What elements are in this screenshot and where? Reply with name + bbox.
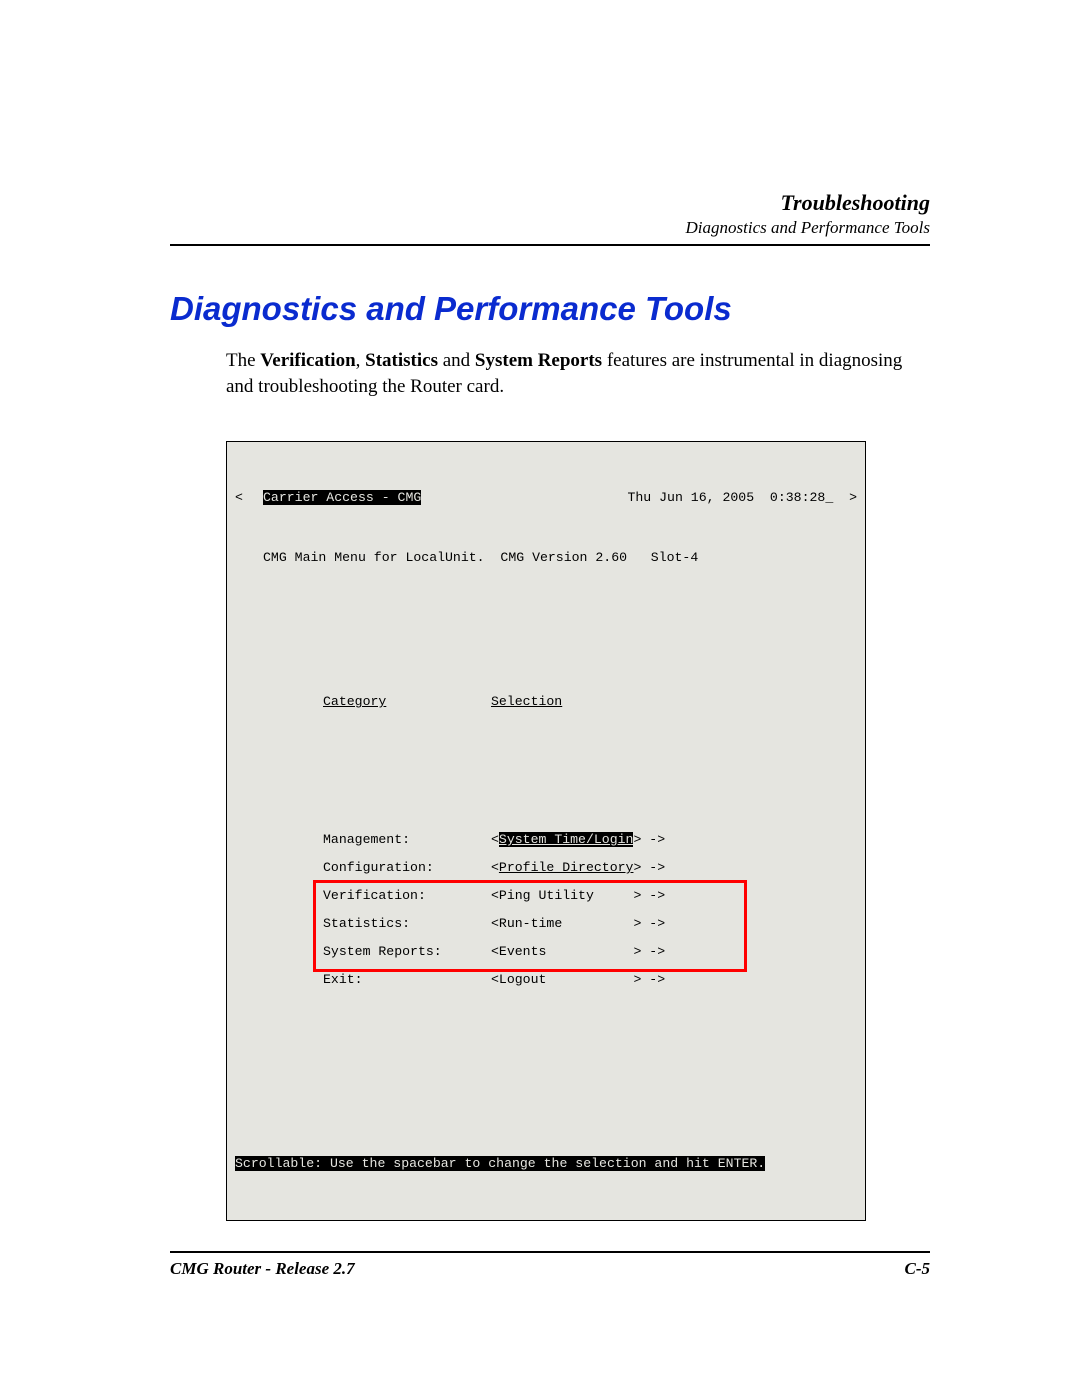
terminal-right-angle: >: [849, 490, 857, 505]
para-text: The: [226, 350, 260, 371]
spacer: [235, 608, 857, 628]
menu-sel-post: > ->: [633, 972, 665, 987]
terminal-menu-row: Statistics:<Run-time > ->: [235, 910, 857, 938]
col-category: Category: [323, 694, 386, 709]
terminal-title-row: < Carrier Access - CMG Thu Jun 16, 2005 …: [235, 488, 857, 508]
footer-left: CMG Router - Release 2.7: [170, 1259, 355, 1279]
spacer: [235, 942, 323, 962]
menu-category: System Reports:: [323, 942, 491, 962]
menu-sel-label: Logout: [499, 972, 634, 987]
spacer: [235, 756, 857, 762]
document-page: Troubleshooting Diagnostics and Performa…: [0, 0, 1080, 1397]
page-footer: CMG Router - Release 2.7 C-5: [170, 1251, 930, 1279]
menu-sel-label: Profile Directory: [499, 860, 634, 875]
terminal-menu-row: Verification:<Ping Utility > ->: [235, 882, 857, 910]
menu-selection: <Profile Directory> ->: [491, 858, 721, 878]
intro-paragraph: The Verification, Statistics and System …: [226, 348, 930, 399]
terminal-subtitle-row: CMG Main Menu for LocalUnit. CMG Version…: [235, 548, 857, 568]
terminal-header-row: Category Selection: [235, 688, 857, 716]
para-bold-system-reports: System Reports: [475, 350, 602, 371]
menu-sel-label: Ping Utility: [499, 888, 634, 903]
terminal-left-angle: <: [235, 488, 263, 508]
terminal-menu-row: Configuration:<Profile Directory> ->: [235, 854, 857, 882]
menu-category: Statistics:: [323, 914, 491, 934]
menu-sel-pre: <: [491, 860, 499, 875]
spacer: [235, 1054, 857, 1114]
section-title: Diagnostics and Performance Tools: [170, 290, 930, 328]
terminal-subtitle: CMG Main Menu for LocalUnit. CMG Version…: [263, 548, 698, 568]
menu-selection: <Logout > ->: [491, 970, 721, 990]
menu-selection: <System Time/Login> ->: [491, 830, 721, 850]
terminal-app-title: Carrier Access - CMG: [263, 490, 421, 505]
menu-sel-pre: <: [491, 916, 499, 931]
spacer: [235, 830, 323, 850]
menu-sel-pre: <: [491, 832, 499, 847]
subchapter-title: Diagnostics and Performance Tools: [170, 218, 930, 238]
running-head: Troubleshooting Diagnostics and Performa…: [170, 190, 930, 238]
menu-sel-post: > ->: [633, 860, 665, 875]
menu-sel-post: > ->: [633, 944, 665, 959]
footer-rule: [170, 1251, 930, 1253]
spacer: [235, 970, 323, 990]
para-text: and: [438, 350, 475, 371]
terminal-menu: Management:<System Time/Login> ->Configu…: [235, 826, 857, 994]
footer-right: C-5: [905, 1259, 931, 1279]
terminal-window: < Carrier Access - CMG Thu Jun 16, 2005 …: [226, 441, 866, 1221]
terminal-menu-row: Management:<System Time/Login> ->: [235, 826, 857, 854]
menu-category: Exit:: [323, 970, 491, 990]
menu-category: Management:: [323, 830, 491, 850]
spacer: [235, 548, 263, 568]
menu-category: Verification:: [323, 886, 491, 906]
col-selection: Selection: [491, 694, 562, 709]
menu-sel-label: Events: [499, 944, 634, 959]
terminal-timestamp: Thu Jun 16, 2005 0:38:28_: [627, 490, 833, 505]
menu-selection: <Ping Utility > ->: [491, 886, 721, 906]
menu-sel-label: Run-time: [499, 916, 634, 931]
spacer: [421, 488, 627, 508]
terminal-statusbar: Scrollable: Use the spacebar to change t…: [235, 1156, 765, 1171]
terminal-menu-row: System Reports:<Events > ->: [235, 938, 857, 966]
menu-sel-post: > ->: [633, 916, 665, 931]
spacer: [235, 692, 323, 712]
spacer: [235, 858, 323, 878]
menu-sel-post: > ->: [633, 832, 665, 847]
menu-sel-post: > ->: [633, 888, 665, 903]
chapter-title: Troubleshooting: [170, 190, 930, 216]
spacer: [235, 914, 323, 934]
menu-selection: <Run-time > ->: [491, 914, 721, 934]
header-rule: [170, 244, 930, 246]
spacer: [235, 886, 323, 906]
para-bold-statistics: Statistics: [365, 350, 438, 371]
terminal-screenshot: < Carrier Access - CMG Thu Jun 16, 2005 …: [226, 441, 866, 1221]
para-bold-verification: Verification: [260, 350, 355, 371]
menu-sel-label: System Time/Login: [499, 832, 634, 847]
terminal-menu-row: Exit:<Logout > ->: [235, 966, 857, 994]
menu-category: Configuration:: [323, 858, 491, 878]
menu-sel-pre: <: [491, 888, 499, 903]
menu-sel-pre: <: [491, 972, 499, 987]
menu-sel-pre: <: [491, 944, 499, 959]
terminal-statusbar-row: Scrollable: Use the spacebar to change t…: [235, 1154, 857, 1174]
menu-selection: <Events > ->: [491, 942, 721, 962]
para-text: ,: [356, 350, 366, 371]
